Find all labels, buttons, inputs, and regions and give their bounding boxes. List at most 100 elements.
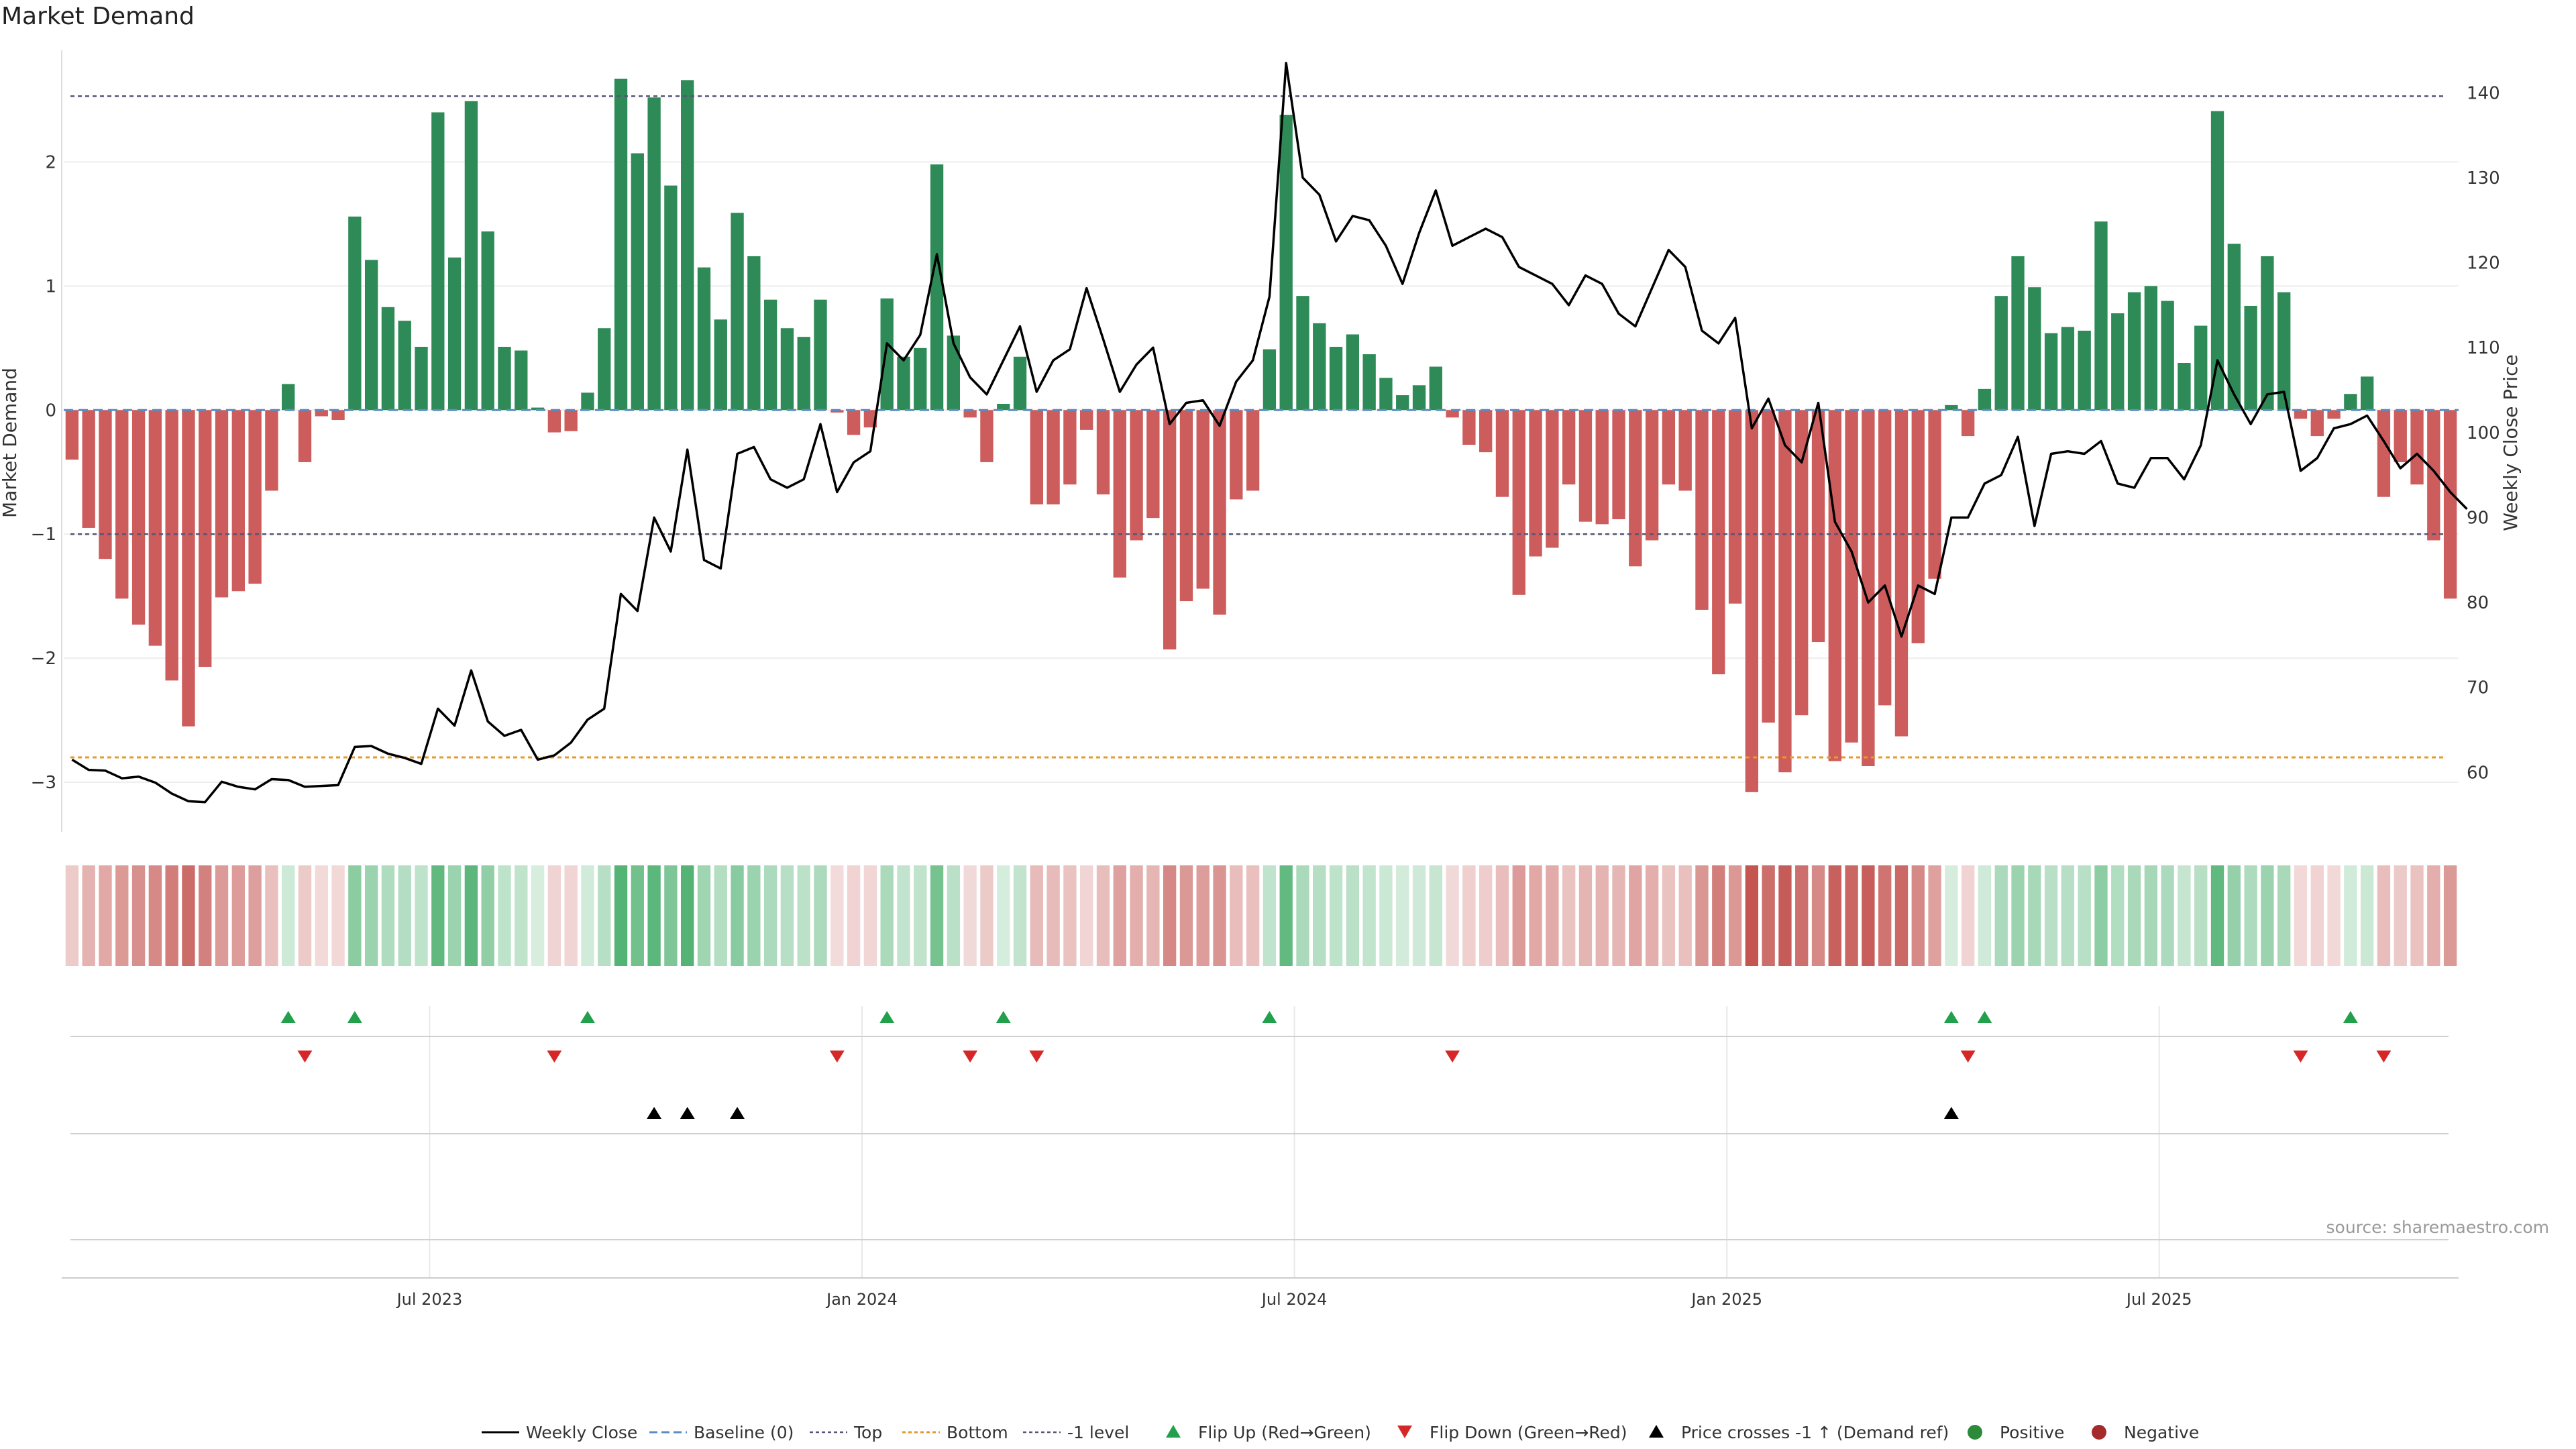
demand-bar <box>2261 256 2274 411</box>
flip-up-marker <box>879 1011 895 1023</box>
heat-cell <box>1562 865 1576 966</box>
heat-cell <box>1396 865 1409 966</box>
heat-cell <box>1945 865 1958 966</box>
demand-bar <box>2144 286 2158 411</box>
demand-bar <box>1362 354 1376 411</box>
heat-cell <box>1612 865 1625 966</box>
demand-bar <box>1795 410 1809 716</box>
heat-cell <box>2244 865 2257 966</box>
left-tick-label: 1 <box>45 276 56 297</box>
heat-cell <box>647 865 661 966</box>
demand-bar <box>1495 410 1509 497</box>
demand-bar <box>664 185 678 411</box>
demand-bar <box>1146 410 1160 519</box>
heat-cell <box>1213 865 1226 966</box>
heat-cell <box>763 865 777 966</box>
legend-swatch <box>1968 1425 1982 1440</box>
demand-bar <box>1429 366 1442 411</box>
demand-bar <box>847 410 861 435</box>
heat-cell <box>82 865 95 966</box>
demand-bar <box>714 319 727 411</box>
demand-bar <box>1645 410 1659 541</box>
demand-bar <box>681 80 694 411</box>
reference-levels <box>64 95 2459 759</box>
heat-cell <box>797 865 810 966</box>
demand-bar <box>947 335 961 411</box>
demand-bar <box>598 328 611 411</box>
heat-cell <box>1629 865 1642 966</box>
heat-cell <box>697 865 711 966</box>
legend-swatch <box>1166 1425 1181 1438</box>
heat-cell <box>464 865 478 966</box>
price-cross-marker <box>680 1107 695 1119</box>
heat-cell <box>863 865 877 966</box>
heat-cell <box>847 865 861 966</box>
flip-markers <box>70 1011 2449 1063</box>
heat-cell <box>2294 865 2308 966</box>
demand-bar <box>2194 325 2208 411</box>
heat-cell <box>1529 865 1542 966</box>
legend: Weekly Close Baseline (0) Top Bottom -1 leve… <box>482 1423 2199 1442</box>
heat-cell <box>564 865 578 966</box>
demand-bar <box>1329 346 1343 411</box>
demand-bar <box>814 299 827 411</box>
heat-cell <box>1279 865 1293 966</box>
right-tick-label: 80 <box>2467 593 2489 613</box>
x-tick-label: Jul 2025 <box>2125 1290 2192 1309</box>
heat-cell <box>2127 865 2141 966</box>
heat-cell <box>265 865 278 966</box>
demand-bar <box>697 267 711 411</box>
demand-bar <box>1230 410 1243 500</box>
demand-bar <box>1263 349 1277 411</box>
demand-bar <box>780 328 794 411</box>
right-tick-label: 90 <box>2467 508 2489 528</box>
demand-bar <box>464 101 478 411</box>
demand-bar <box>481 231 494 411</box>
demand-bar <box>2443 410 2457 599</box>
heat-cell <box>481 865 494 966</box>
heat-cell <box>997 865 1010 966</box>
right-tick-label: 120 <box>2467 254 2500 274</box>
demand-bar <box>364 260 378 411</box>
demand-bar <box>1080 410 1093 430</box>
heat-cell <box>1379 865 1393 966</box>
demand-bar <box>647 97 661 411</box>
heat-cell <box>2410 865 2424 966</box>
demand-bar <box>248 410 262 584</box>
demand-bar <box>1612 410 1625 519</box>
heat-cell <box>963 865 977 966</box>
heat-cell <box>2344 865 2357 966</box>
demand-bar <box>1662 410 1676 485</box>
price-series <box>71 62 2468 804</box>
demand-bar <box>2377 410 2391 497</box>
demand-bar <box>1778 410 1792 773</box>
heat-cell <box>880 865 894 966</box>
demand-bar <box>547 410 561 433</box>
demand-bar <box>564 410 578 431</box>
flip-up-marker <box>280 1011 296 1023</box>
heat-cell <box>1479 865 1493 966</box>
heat-cell <box>1645 865 1659 966</box>
heat-cell <box>515 865 528 966</box>
heat-cell <box>1412 865 1426 966</box>
heat-cell <box>2394 865 2407 966</box>
demand-bar <box>1013 356 1027 411</box>
heat-cell <box>348 865 362 966</box>
heat-cell <box>1862 865 1875 966</box>
heat-cell <box>2178 865 2191 966</box>
heat-cell <box>2210 865 2224 966</box>
heat-cell <box>2227 865 2241 966</box>
heat-cell <box>1894 865 1909 966</box>
demand-bar <box>1728 410 1742 604</box>
demand-bar <box>1578 410 1593 522</box>
demand-bar <box>282 384 295 411</box>
right-tick-label: 130 <box>2467 168 2500 189</box>
heat-cell <box>1546 865 1559 966</box>
heat-cell <box>2111 865 2125 966</box>
demand-bar <box>115 410 129 599</box>
heat-cell <box>315 865 328 966</box>
right-tick-label: 110 <box>2467 338 2500 358</box>
heat-cell <box>2161 865 2174 966</box>
heat-cell <box>814 865 827 966</box>
